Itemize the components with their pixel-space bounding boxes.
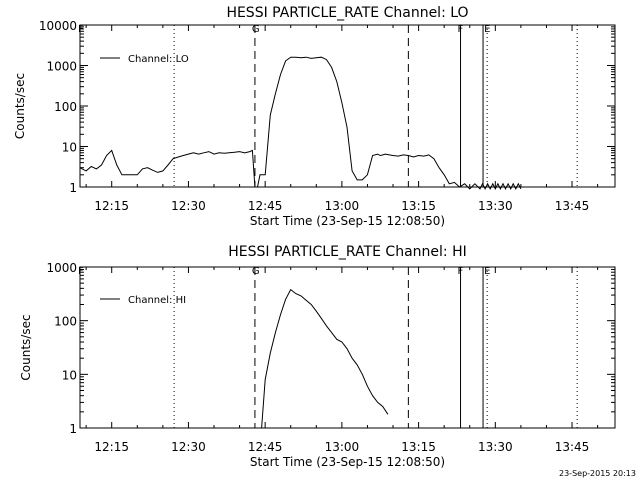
legend-entry: Channel: HI <box>128 295 186 306</box>
legend-entry: Channel: LO <box>128 54 189 65</box>
x-tick-label: 13:45 <box>555 440 590 454</box>
x-axis-label: Start Time (23-Sep-15 12:08:50) <box>250 214 445 228</box>
y-tick-label: 100 <box>54 100 77 114</box>
event-marker-label: E <box>484 24 490 35</box>
x-tick-label: 12:15 <box>94 199 129 213</box>
chart-panel-1: HESSI PARTICLE_RATE Channel: HI 12:15 12:3… <box>19 244 616 469</box>
event-marker-label: F <box>458 24 464 35</box>
chart-title: HESSI PARTICLE_RATE Channel: HI <box>228 244 466 260</box>
y-tick-label: 1 <box>69 422 77 436</box>
chart-title: HESSI PARTICLE_RATE Channel: LO <box>226 5 468 21</box>
footer-timestamp: 23-Sep-2015 20:13 <box>559 469 636 478</box>
chart-panel-0: HESSI PARTICLE_RATE Channel: LO 12:15 12:3… <box>13 5 616 228</box>
x-tick-label: 13:30 <box>478 199 513 213</box>
legend: Channel: LO <box>100 54 189 65</box>
legend: Channel: HI <box>100 295 186 306</box>
event-marker-label: G <box>252 266 260 277</box>
series-line-0 <box>79 56 522 191</box>
event-marker-label: G <box>252 24 260 35</box>
event-marker-label: E <box>484 266 490 277</box>
x-tick-label: 13:30 <box>478 440 513 454</box>
x-tick-label: 13:45 <box>555 199 590 213</box>
y-tick-label: 1000 <box>46 60 77 74</box>
x-tick-label: 13:15 <box>401 440 436 454</box>
x-tick-label: 12:30 <box>171 199 206 213</box>
x-tick-label: 12:45 <box>248 440 283 454</box>
y-axis-label: Counts/sec <box>13 73 27 139</box>
y-tick-label: 1 <box>69 181 77 195</box>
y-tick-label: 10 <box>62 141 77 155</box>
plot-frame <box>79 266 616 429</box>
x-tick-label: 12:45 <box>248 199 283 213</box>
y-tick-label: 1000 <box>46 261 77 275</box>
x-tick-label: 13:00 <box>325 199 360 213</box>
x-tick-label: 12:15 <box>94 440 129 454</box>
series-line-0 <box>261 288 389 429</box>
x-tick-label: 13:15 <box>401 199 436 213</box>
event-marker-label: F <box>78 24 84 35</box>
y-axis-label: Counts/sec <box>19 314 33 380</box>
x-axis-label: Start Time (23-Sep-15 12:08:50) <box>250 455 445 469</box>
x-tick-label: 12:30 <box>171 440 206 454</box>
y-tick-label: 100 <box>54 315 77 329</box>
y-tick-label: 10 <box>62 368 77 382</box>
x-tick-label: 13:00 <box>325 440 360 454</box>
event-marker-label: F <box>458 266 464 277</box>
y-tick-label: 10000 <box>39 19 77 33</box>
event-marker-label: F <box>78 266 84 277</box>
plot-frame <box>79 24 616 188</box>
